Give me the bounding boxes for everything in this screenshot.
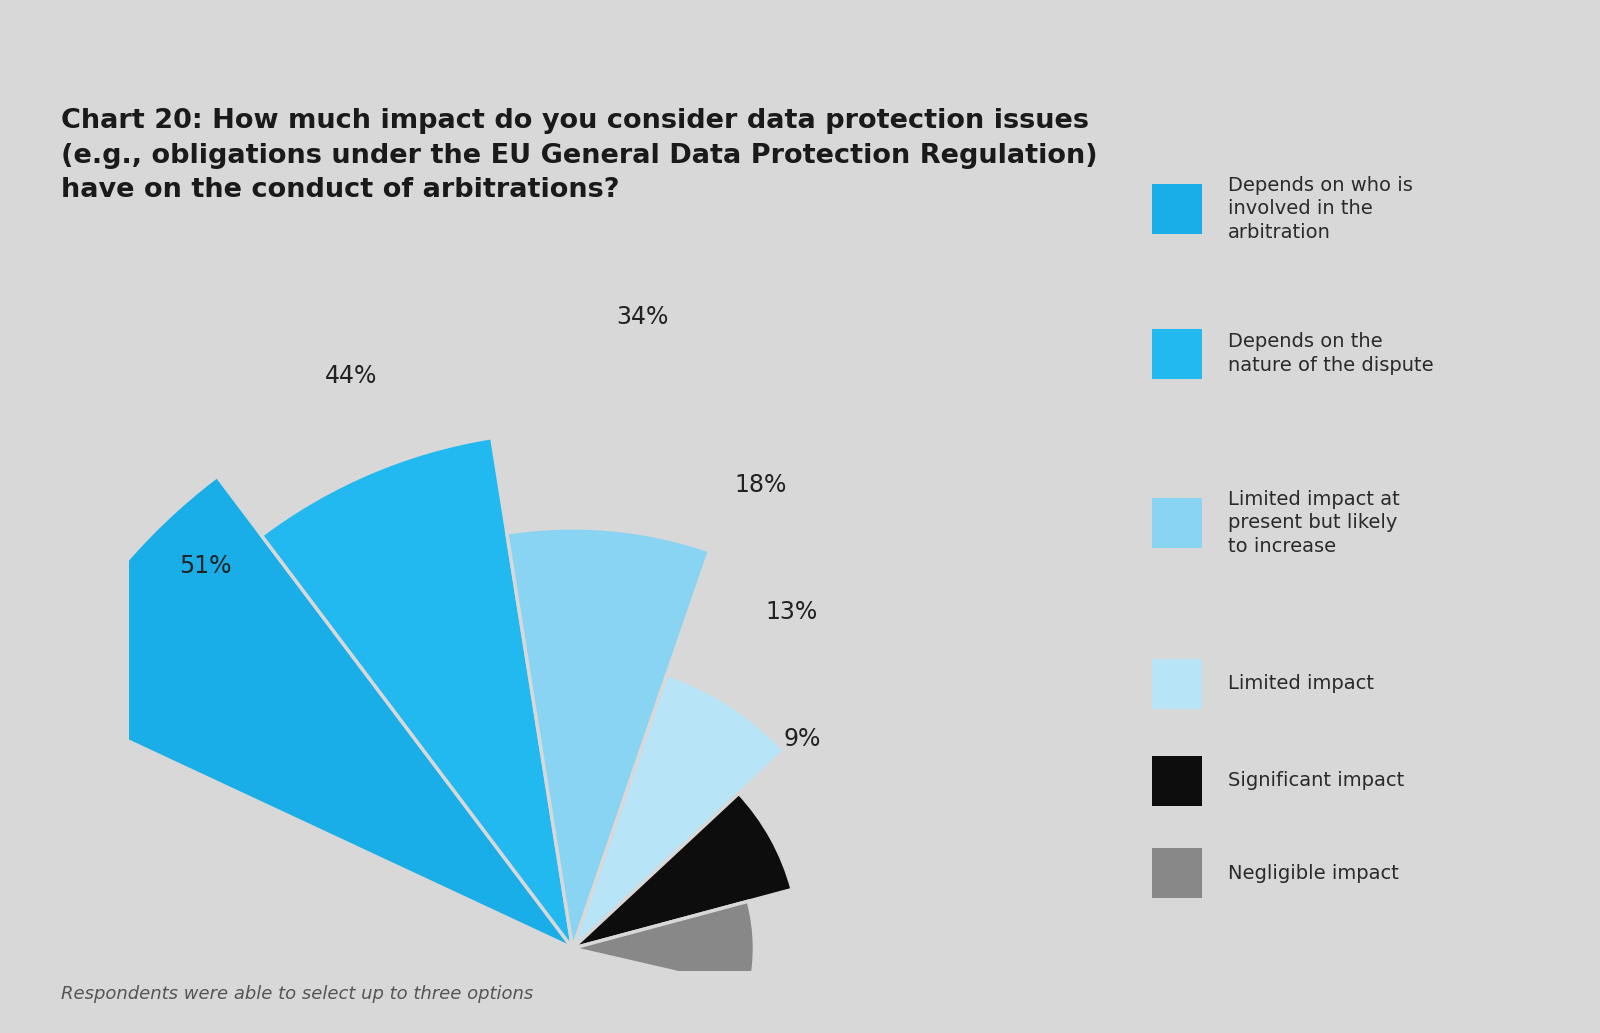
Text: 34%: 34% — [616, 305, 669, 328]
Text: Significant impact: Significant impact — [1227, 772, 1403, 790]
Text: 9%: 9% — [784, 727, 821, 751]
Text: Limited impact at
present but likely
to increase: Limited impact at present but likely to … — [1227, 490, 1400, 556]
Text: 18%: 18% — [734, 473, 786, 497]
Text: Chart 20: How much impact do you consider data protection issues
(e.g., obligati: Chart 20: How much impact do you conside… — [61, 108, 1098, 204]
Bar — [1152, 756, 1202, 806]
Wedge shape — [573, 793, 792, 948]
Bar — [1152, 498, 1202, 547]
Wedge shape — [573, 675, 784, 948]
Text: 44%: 44% — [325, 364, 378, 387]
Text: Respondents were able to select up to three options: Respondents were able to select up to th… — [61, 984, 533, 1003]
Text: Depends on who is
involved in the
arbitration: Depends on who is involved in the arbitr… — [1227, 176, 1413, 242]
Text: Negligible impact: Negligible impact — [1227, 864, 1398, 883]
Bar — [1152, 659, 1202, 709]
Wedge shape — [37, 476, 573, 948]
Text: Depends on the
nature of the dispute: Depends on the nature of the dispute — [1227, 333, 1434, 375]
Bar — [1152, 184, 1202, 233]
Wedge shape — [261, 438, 573, 948]
Wedge shape — [507, 528, 709, 948]
Text: Limited impact: Limited impact — [1227, 675, 1373, 693]
Text: 13%: 13% — [766, 600, 818, 624]
Text: 51%: 51% — [179, 555, 232, 578]
Bar — [1152, 848, 1202, 899]
Wedge shape — [573, 901, 755, 990]
Bar — [1152, 328, 1202, 378]
